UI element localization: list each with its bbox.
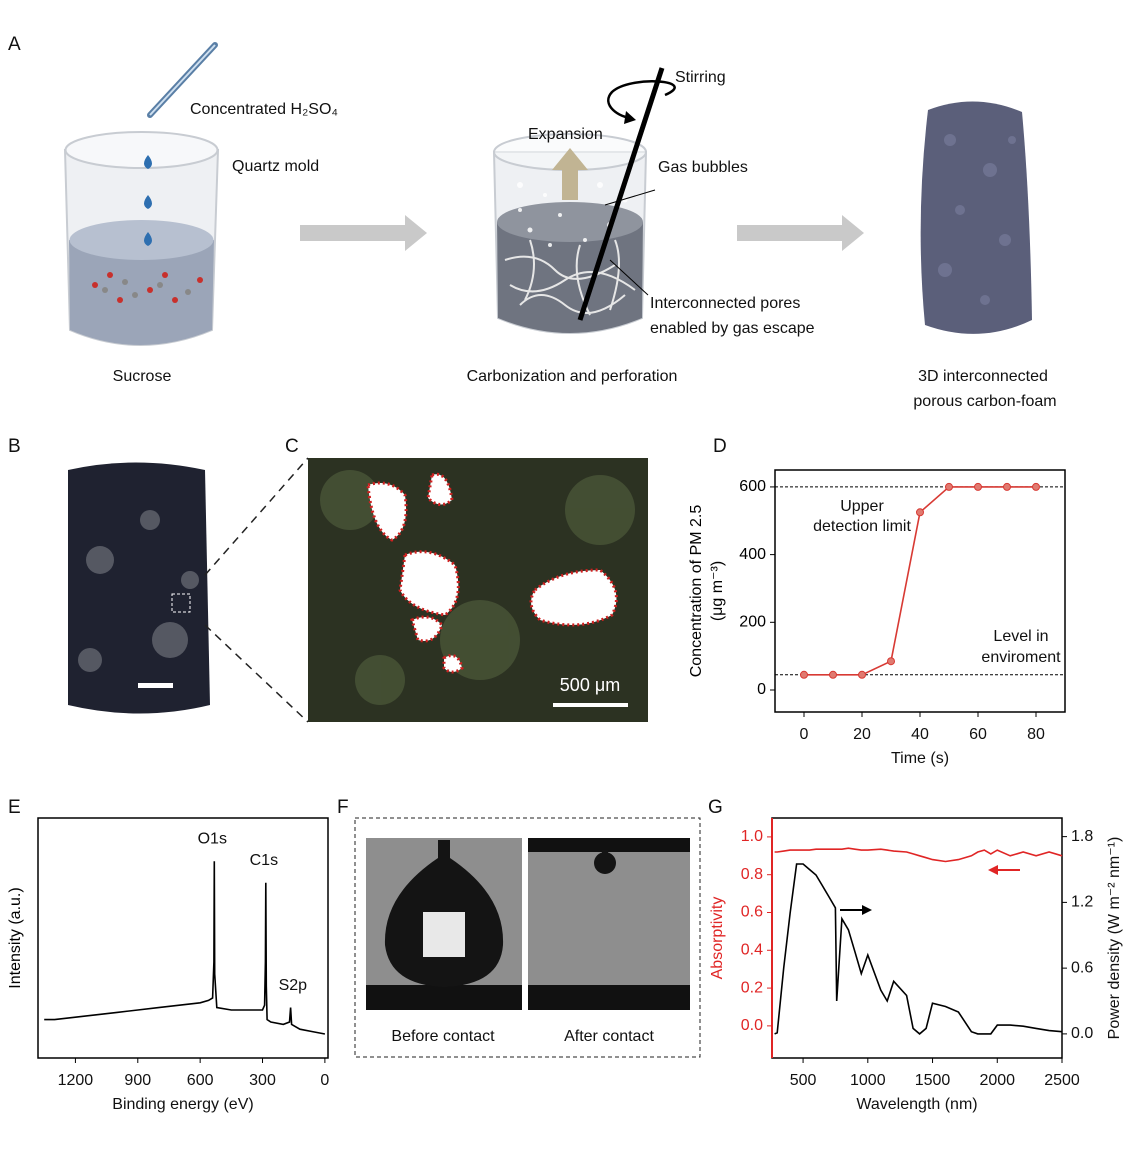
- y-tick-label: 600: [739, 478, 766, 495]
- x-tick-label: 40: [911, 726, 929, 743]
- peak-label: O1s: [198, 830, 227, 847]
- label: porous carbon-foam: [913, 393, 1056, 410]
- y-tick-label: 0: [757, 681, 766, 698]
- x-axis-label: Wavelength (nm): [856, 1096, 977, 1113]
- droplet-photo: [528, 838, 690, 1010]
- x-tick-label: 1000: [850, 1072, 886, 1089]
- y2-tick-label: 1.8: [1071, 828, 1093, 845]
- data-point: [858, 670, 866, 679]
- caption: After contact: [564, 1028, 654, 1045]
- axis-arrow-head: [988, 865, 998, 875]
- process-arrow: [737, 215, 864, 251]
- y-axis-label: Absorptivity: [709, 897, 726, 980]
- micrograph: [308, 458, 648, 722]
- process-arrow: [300, 215, 427, 251]
- x-tick-label: 2000: [979, 1072, 1015, 1089]
- x-axis-label: Binding energy (eV): [112, 1096, 253, 1113]
- panel-label: F: [337, 797, 349, 818]
- peak-label: C1s: [250, 852, 278, 869]
- x-tick-label: 600: [187, 1072, 214, 1089]
- label: Concentrated H₂SO₄: [190, 101, 338, 118]
- x-axis-label: Time (s): [891, 750, 949, 767]
- y-axis-label: Concentration of PM 2.5: [688, 505, 705, 678]
- data-point: [800, 670, 808, 679]
- data-point: [1003, 482, 1011, 491]
- panel-label: G: [708, 797, 723, 818]
- zoom-line: [204, 457, 309, 576]
- label: enabled by gas escape: [650, 320, 815, 337]
- panel-label: A: [8, 34, 21, 55]
- x-tick-label: 80: [1027, 726, 1045, 743]
- annotation: Upper: [840, 498, 884, 515]
- y-tick-label: 0.6: [741, 904, 763, 921]
- x-tick-label: 60: [969, 726, 987, 743]
- x-tick-label: 1200: [58, 1072, 94, 1089]
- x-tick-label: 500: [790, 1072, 817, 1089]
- y-tick-label: 0.2: [741, 979, 763, 996]
- panel-label: D: [713, 436, 727, 457]
- data-point: [1032, 482, 1040, 491]
- y-tick-label: 0.0: [741, 1017, 763, 1034]
- panel-label: E: [8, 797, 21, 818]
- label: Sucrose: [113, 368, 172, 385]
- y-axis-label: Intensity (a.u.): [7, 887, 24, 988]
- data-point: [829, 670, 837, 679]
- panel-frame: [354, 817, 701, 1058]
- x-tick-label: 300: [249, 1072, 276, 1089]
- scale-bar-label: 500 μm: [560, 675, 620, 695]
- data-point: [887, 657, 895, 666]
- carbon-foam: [920, 101, 1032, 334]
- y-tick-label: 0.8: [741, 866, 763, 883]
- photo-foam: [68, 462, 210, 714]
- y-tick-label: 200: [739, 614, 766, 631]
- label: Carbonization and perforation: [467, 368, 678, 385]
- foam-texture: [938, 134, 1016, 305]
- beaker-sucrose: [63, 42, 220, 346]
- y2-tick-label: 0.6: [1071, 959, 1093, 976]
- y2-tick-label: 1.2: [1071, 894, 1093, 911]
- label: Quartz mold: [232, 158, 319, 175]
- label: 3D interconnected: [918, 368, 1048, 385]
- data-point: [916, 508, 924, 517]
- annotation: enviroment: [981, 649, 1061, 666]
- label: Gas bubbles: [658, 159, 748, 176]
- label: Stirring: [675, 69, 726, 86]
- peak-label: S2p: [279, 977, 308, 994]
- x-tick-label: 20: [853, 726, 871, 743]
- data-line: [774, 863, 1063, 1035]
- axis-arrow-head: [862, 905, 872, 915]
- caption: Before contact: [391, 1028, 495, 1045]
- x-tick-label: 2500: [1044, 1072, 1080, 1089]
- y-tick-label: 400: [739, 546, 766, 563]
- droplet-photo: [366, 838, 522, 1010]
- panel-label: B: [8, 436, 21, 457]
- data-line: [774, 847, 1063, 863]
- data-point: [945, 482, 953, 491]
- y-tick-label: 0.4: [741, 942, 763, 959]
- label: Interconnected pores: [650, 295, 800, 312]
- plot-frame: [774, 469, 1066, 713]
- x-tick-label: 900: [124, 1072, 151, 1089]
- y2-tick-label: 0.0: [1071, 1025, 1093, 1042]
- zoom-line: [204, 624, 309, 723]
- x-tick-label: 0: [800, 726, 809, 743]
- annotation: Level in: [993, 628, 1048, 645]
- y2-axis-label: Power density (W m⁻² nm⁻¹): [1106, 837, 1123, 1040]
- y-tick-label: 1.0: [741, 828, 763, 845]
- panel-label: C: [285, 436, 299, 457]
- x-tick-label: 0: [320, 1072, 329, 1089]
- y-axis-label: (μg m⁻³): [709, 561, 726, 621]
- plot-frame: [37, 817, 329, 1059]
- beaker-carbonization: [492, 67, 676, 334]
- data-line: [44, 861, 326, 1035]
- data-point: [974, 482, 982, 491]
- label: Expansion: [528, 126, 603, 143]
- annotation: detection limit: [813, 518, 911, 535]
- x-tick-label: 1500: [915, 1072, 951, 1089]
